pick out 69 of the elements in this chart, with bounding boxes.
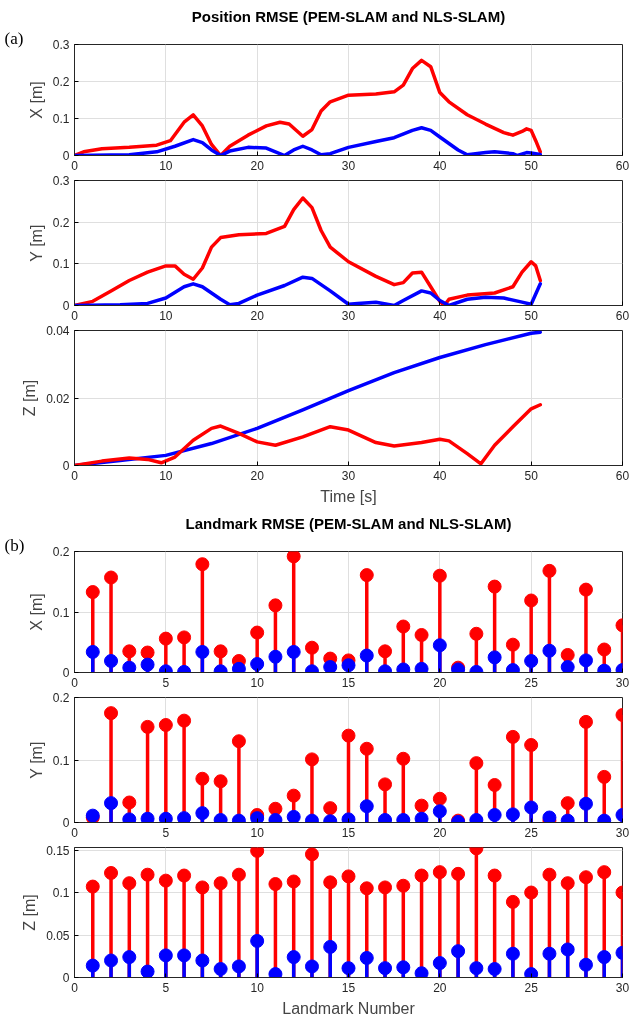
y-tick-label: 0.1: [52, 605, 70, 620]
x-tick-label: 30: [615, 825, 630, 840]
y-tick-label: 0.02: [46, 391, 70, 406]
x-tick-label: 40: [433, 308, 447, 323]
x-tick-label: 40: [433, 158, 447, 173]
chart-title: Position RMSE (PEM-SLAM and NLS-SLAM): [191, 7, 506, 25]
y-tick-label: 0.15: [46, 843, 70, 858]
x-tick-label: 20: [433, 675, 447, 690]
x-tick-label: 25: [524, 675, 539, 690]
x-tick-label: 15: [341, 980, 356, 995]
text: (a): [4, 28, 24, 48]
y-tick-label: 0: [62, 971, 70, 985]
x-tick-label: 10: [159, 158, 173, 173]
x-tick-label: 10: [250, 675, 265, 690]
chart-title: Landmark RMSE (PEM-SLAM and NLS-SLAM): [185, 514, 512, 532]
x-tick-label: 5: [162, 825, 170, 840]
y-tick-label: 0.04: [46, 324, 70, 338]
x-tick-label: 20: [250, 308, 265, 323]
text: (b): [4, 535, 25, 555]
y-tick-label: 0: [62, 299, 70, 313]
y-tick-label: 0.2: [52, 75, 70, 89]
x-tick-label: 30: [341, 308, 356, 323]
x-tick-label: 20: [250, 158, 265, 173]
x-tick-label: 50: [524, 158, 539, 173]
x-tick-label: 5: [162, 675, 170, 690]
x-tick-label: 30: [341, 158, 356, 173]
y-tick-label: 0.2: [52, 691, 70, 705]
x-tick-label: 50: [524, 468, 539, 483]
x-tick-label: 60: [615, 158, 630, 173]
x-tick-label: 10: [159, 468, 173, 483]
x-tick-label: 30: [615, 980, 630, 995]
x-tick-label: 25: [524, 980, 539, 995]
y-tick-label: 0: [62, 459, 70, 473]
y-tick-label: 0.1: [52, 257, 70, 272]
y-axis-title: X [m]: [27, 593, 45, 631]
y-tick-label: 0: [62, 666, 70, 680]
x-tick-label: 30: [615, 675, 630, 690]
y-tick-label: 0.1: [52, 753, 70, 768]
y-tick-label: 0: [62, 816, 70, 830]
y-tick-label: 0: [62, 149, 70, 163]
x-tick-label: 10: [159, 308, 173, 323]
x-tick-label: 15: [341, 675, 356, 690]
y-axis-title: Y [m]: [27, 741, 45, 779]
y-tick-label: 0.1: [52, 112, 70, 126]
x-tick-label: 20: [250, 468, 265, 483]
x-tick-label: 10: [250, 825, 265, 840]
x-tick-label: 10: [250, 980, 265, 995]
y-tick-label: 0.3: [52, 174, 70, 188]
y-tick-label: 0.2: [52, 545, 70, 559]
y-axis-title: Y [m]: [27, 224, 45, 262]
y-tick-label: 0.1: [52, 886, 70, 901]
x-tick-label: 5: [162, 980, 170, 995]
x-axis-title: Time [s]: [320, 487, 377, 505]
x-tick-label: 20: [433, 825, 447, 840]
x-tick-label: 60: [615, 468, 630, 483]
x-tick-label: 15: [341, 825, 356, 840]
x-tick-label: 30: [341, 468, 356, 483]
x-tick-label: 40: [433, 468, 447, 483]
y-tick-label: 0.05: [46, 928, 70, 943]
x-tick-label: 60: [615, 308, 630, 323]
y-tick-label: 0.3: [52, 38, 70, 52]
x-tick-label: 25: [524, 825, 539, 840]
y-axis-title: Z [m]: [21, 894, 39, 931]
x-tick-label: 50: [524, 308, 539, 323]
y-tick-label: 0.2: [52, 215, 70, 230]
y-axis-title: X [m]: [27, 81, 45, 119]
x-tick-label: 20: [433, 980, 447, 995]
y-axis-title: Z [m]: [21, 379, 39, 417]
x-axis-title: Landmark Number: [282, 999, 416, 1017]
